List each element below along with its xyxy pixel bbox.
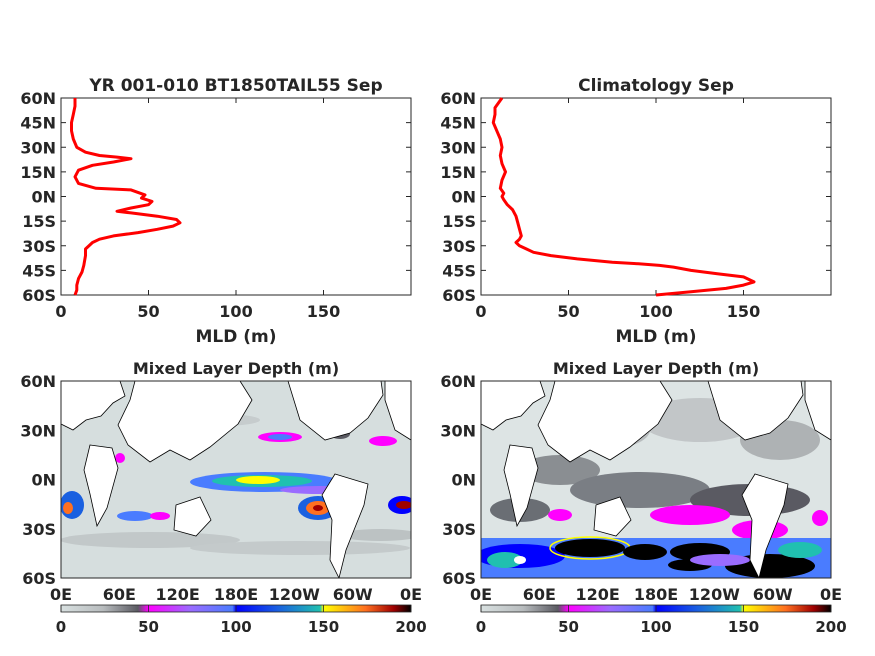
y-tick-label: 30N: [20, 138, 56, 157]
x-tick-label: 60W: [753, 585, 793, 604]
x-tick-label: 150: [307, 302, 340, 321]
y-tick-label: 60S: [442, 569, 476, 588]
plot-area: [60, 97, 412, 296]
x-tick-label: 120E: [576, 585, 620, 604]
x-tick-label: 60W: [333, 585, 373, 604]
x-tick-label: 0E: [400, 585, 422, 604]
x-tick-label: 0E: [50, 585, 72, 604]
y-tick-label: 15S: [442, 212, 476, 231]
x-tick-label: 0E: [820, 585, 842, 604]
x-tick-label: 120W: [269, 585, 320, 604]
y-tick-label: 30N: [440, 421, 476, 440]
x-tick-label: 100: [639, 302, 672, 321]
y-tick-label: 0N: [31, 471, 56, 490]
x-axis-label: MLD (m): [615, 327, 696, 347]
y-tick-label: 0N: [31, 188, 56, 207]
land-masses: [481, 381, 831, 578]
line-chart-right: Climatology Sep 60N45N30N15N0N15S30S45S6…: [440, 76, 832, 347]
land-masses: [61, 381, 411, 578]
y-tick-label: 30S: [22, 520, 56, 539]
chart-title: Climatology Sep: [578, 76, 734, 96]
y-tick-label: 0N: [451, 471, 476, 490]
line-chart-left: YR 001-010 BT1850TAIL55 Sep 60N 45N 30N 15N…: [20, 76, 412, 347]
colorbar-tick-label: 0: [56, 618, 66, 636]
x-tick-label: 60E: [523, 585, 556, 604]
y-tick-label: 45S: [442, 261, 476, 280]
y-tick-label: 45S: [22, 261, 56, 280]
y-tick-label: 30S: [22, 237, 56, 256]
colorbar-tick-label: 200: [815, 618, 846, 636]
y-tick-label: 60S: [442, 286, 476, 305]
colorbar-ticks: 0 50 100 150 200: [476, 605, 847, 636]
colorbar-tick-label: 100: [640, 618, 671, 636]
y-tick-label: 15S: [22, 212, 56, 231]
x-tick-label: 0: [475, 302, 486, 321]
y-tick-label: 60N: [20, 372, 56, 391]
x-tick-label: 180E: [634, 585, 678, 604]
colorbar-tick-label: 50: [558, 618, 579, 636]
x-tick-label: 120W: [689, 585, 740, 604]
y-tick-label: 60N: [20, 89, 56, 108]
y-tick-label: 15N: [440, 163, 476, 182]
x-tick-label: 60E: [103, 585, 136, 604]
series-line: [491, 97, 756, 297]
x-tick-label: 100: [219, 302, 252, 321]
x-tick-label: 180E: [214, 585, 258, 604]
chart-title: YR 001-010 BT1850TAIL55 Sep: [88, 76, 382, 96]
y-tick-label: 30S: [442, 520, 476, 539]
colorbar-tick-label: 0: [476, 618, 486, 636]
x-tick-label: 50: [557, 302, 579, 321]
y-tick-label: 15N: [20, 163, 56, 182]
colorbar-tick-label: 50: [138, 618, 159, 636]
colorbar-tick-label: 100: [220, 618, 251, 636]
y-tick-label: 30S: [442, 237, 476, 256]
y-tick-label: 60N: [440, 89, 476, 108]
colorbar-tick-label: 200: [395, 618, 426, 636]
y-tick-label: 60N: [440, 372, 476, 391]
x-tick-label: 120E: [156, 585, 200, 604]
map-title: Mixed Layer Depth (m): [133, 359, 339, 378]
colorbar-tick-label: 150: [728, 618, 759, 636]
y-tick-label: 30N: [20, 421, 56, 440]
x-tick-label: 0: [55, 302, 66, 321]
series-line: [70, 98, 182, 296]
x-tick-label: 50: [137, 302, 159, 321]
colorbar-tick-label: 150: [308, 618, 339, 636]
map-chart-right: Mixed Layer Depth (m): [440, 359, 846, 636]
x-tick-label: 0E: [470, 585, 492, 604]
x-tick-label: 150: [727, 302, 760, 321]
y-tick-label: 0N: [451, 188, 476, 207]
y-tick-label: 45N: [440, 114, 476, 133]
y-tick-label: 45N: [20, 114, 56, 133]
y-tick-label: 60S: [22, 569, 56, 588]
map-title: Mixed Layer Depth (m): [553, 359, 759, 378]
y-tick-label: 60S: [22, 286, 56, 305]
y-tick-label: 30N: [440, 138, 476, 157]
map-chart-left: Mixed Layer Depth (m): [20, 359, 426, 636]
map-frame: [480, 380, 832, 579]
map-frame: [60, 380, 412, 579]
x-axis-label: MLD (m): [195, 327, 276, 347]
colorbar-ticks: 0 50 100 150 200: [56, 605, 427, 636]
